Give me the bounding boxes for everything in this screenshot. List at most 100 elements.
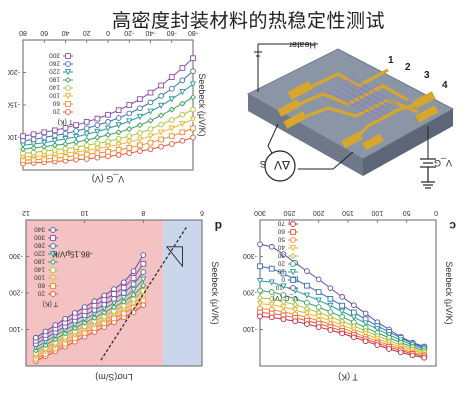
data-point [105,119,111,125]
legend-label-70: 70 [277,220,285,227]
data-point [111,286,117,292]
data-point [327,327,334,333]
legend-label-300: 300 [34,234,45,241]
data-point [280,283,287,290]
data-point [126,126,133,133]
data-point [137,96,143,103]
data-point [137,142,143,149]
data-point [362,310,369,317]
data-point [190,55,196,62]
data-point [168,117,175,123]
data-point [385,332,393,339]
data-point [327,302,334,310]
electrode-pad-bottom-1 [362,133,384,151]
data-point [339,322,346,329]
legend-marker-340 [50,227,56,233]
data-point [20,137,26,144]
data-point [140,252,147,258]
legend-marker-60 [290,229,296,235]
electrode-label-3: 3 [424,70,430,81]
legend-marker-20 [65,109,71,115]
chart-a-legend-title: T (K) [58,118,73,125]
data-point [105,138,111,145]
x-tick-label: -80 [188,29,198,36]
legend-marker-260 [65,61,71,67]
data-point [62,124,69,131]
data-point [168,106,175,113]
legend-label-10: 10 [277,268,285,275]
data-point [147,133,154,140]
data-point [190,68,196,75]
data-point [41,129,48,136]
shade-region-high [26,220,163,366]
legend-label-50: 50 [277,236,285,243]
substrate-left [248,94,363,176]
data-point [268,314,275,321]
data-point [304,282,310,289]
heater-label: Heater [289,40,316,50]
data-point [115,115,122,121]
y-tick-label: -200 [243,289,257,296]
y-tick-label: -100 [8,133,20,140]
data-point [280,251,287,257]
x-tick-label: 0 [434,210,438,216]
x-tick-label: 250 [283,210,295,216]
y-tick-label: -300 [9,252,23,259]
data-point [280,292,287,298]
chart-c-ylabel: Seebeck (μV/K) [444,261,454,324]
legend-label--10: -10 [275,284,285,291]
data-point [292,318,299,325]
legend-marker-10 [289,269,297,276]
data-point [386,346,392,352]
data-point [111,295,117,302]
substrate-right [363,109,453,176]
data-point [105,148,111,155]
data-point [362,338,369,345]
data-point [52,322,59,328]
data-point [256,294,264,301]
data-point [397,349,404,356]
data-point [327,285,334,291]
data-point [83,142,90,149]
legend-marker-50 [290,237,296,243]
data-point [168,74,175,80]
data-point [292,301,299,308]
legend-label-300: 300 [49,52,60,59]
data-point [72,310,78,316]
data-point [268,243,275,250]
data-point [303,292,311,299]
data-point [83,137,90,144]
x-tick-label: 80 [19,29,27,36]
data-point [140,302,147,309]
chart-d-legend-title: T (K) [43,300,58,307]
data-point [147,108,154,115]
data-point [126,110,133,117]
data-point [52,132,58,139]
legend-marker-30 [289,252,297,260]
data-point [292,307,299,314]
data-point [179,129,186,136]
data-point [137,130,143,136]
data-point [179,120,186,128]
x-tick-label: 6 [200,210,204,216]
data-point [62,130,69,137]
electrode-label-4: 4 [442,80,448,91]
data-point [115,135,122,142]
legend-marker-0 [290,277,296,283]
data-point [137,148,143,155]
x-tick-label: 0 [106,29,110,36]
y-tick-label: -150 [8,101,20,108]
electrode-pad-right-2 [415,105,439,123]
legend-marker--10 [290,285,296,291]
legend-label-20: 20 [37,290,45,297]
legend-marker-300 [50,235,56,241]
data-point [339,302,345,309]
data-point [105,153,111,160]
data-point [268,289,275,295]
data-point [126,145,133,151]
data-point [190,134,196,141]
data-point [179,89,186,96]
data-point [115,141,122,149]
legend-marker-100 [49,275,57,282]
data-point [136,136,144,143]
